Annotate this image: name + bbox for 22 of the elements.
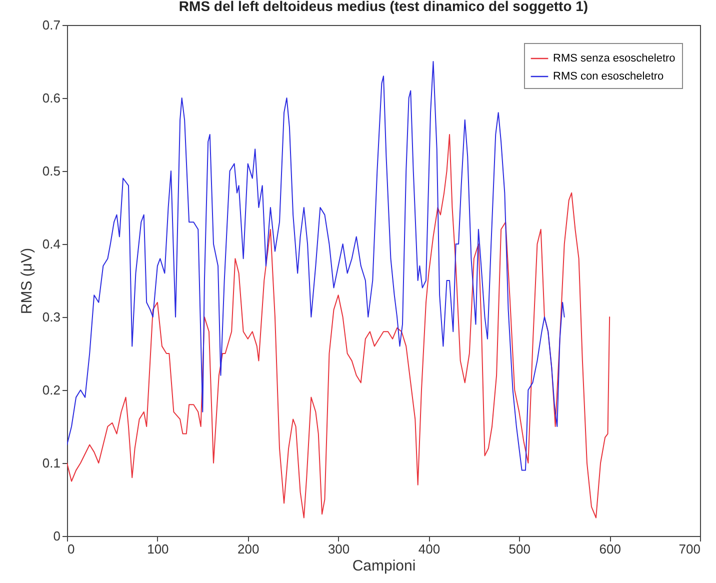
x-tick-label: 400 — [418, 542, 440, 556]
y-tick-label: 0.1 — [42, 456, 60, 470]
legend-label: RMS con esoscheletro — [553, 70, 664, 82]
y-tick-label: 0.3 — [42, 310, 60, 324]
legend-label: RMS senza esoscheletro — [553, 52, 676, 64]
x-tick-label: 600 — [599, 542, 621, 556]
y-tick-label: 0.2 — [42, 382, 60, 398]
x-tick-label: 500 — [508, 542, 530, 556]
chart-title: RMS del left deltoideus medius (test dinamico del soggetto 1) — [178, 0, 588, 14]
y-tick-label: 0 — [53, 528, 60, 544]
y-tick-label: 0.4 — [42, 236, 60, 252]
y-tick-label: 0.5 — [42, 164, 60, 178]
x-tick-label: 700 — [678, 542, 700, 556]
y-tick-label: 0.7 — [42, 18, 60, 32]
y-axis-title: RMS (μV) — [18, 248, 36, 314]
x-tick-label: 200 — [238, 542, 260, 556]
y-tick-label: 0.6 — [42, 90, 60, 106]
x-tick-label: 0 — [68, 542, 75, 556]
x-tick-label: 300 — [328, 542, 350, 556]
x-axis-title: Campioni — [352, 558, 416, 574]
line-series — [67, 134, 610, 518]
x-tick-label: 100 — [147, 542, 169, 556]
